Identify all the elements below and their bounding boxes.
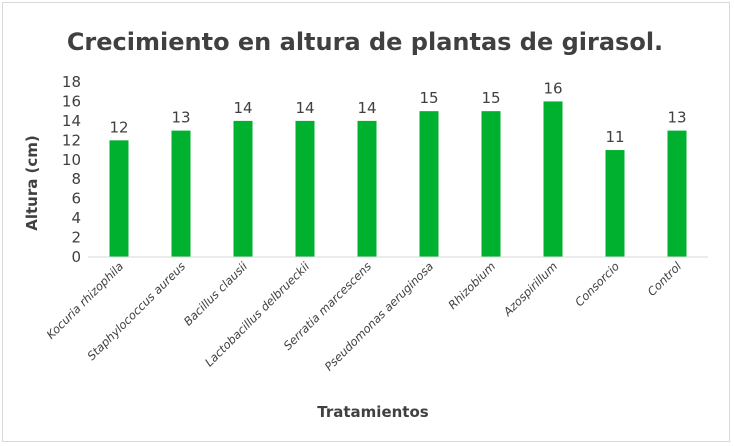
bar bbox=[543, 101, 563, 257]
x-tick-label: Control bbox=[645, 259, 685, 299]
y-tick-label: 12 bbox=[62, 131, 81, 149]
chart-area: Crecimiento en altura de plantas de gira… bbox=[2, 2, 730, 442]
data-label: 14 bbox=[295, 99, 314, 117]
bar bbox=[233, 120, 253, 257]
bar-chart: Crecimiento en altura de plantas de gira… bbox=[23, 28, 708, 421]
y-axis-title: Altura (cm) bbox=[23, 135, 41, 231]
bar bbox=[419, 111, 439, 258]
data-label: 12 bbox=[109, 118, 128, 136]
data-label: 16 bbox=[543, 79, 562, 97]
y-tick-label: 10 bbox=[62, 151, 81, 169]
y-tick-label: 6 bbox=[71, 190, 81, 208]
bars bbox=[109, 101, 687, 258]
bar bbox=[109, 140, 129, 257]
y-tick-label: 16 bbox=[62, 92, 81, 110]
y-tick-label: 8 bbox=[71, 170, 81, 188]
data-labels: 12 13 14 14 14 15 15 16 11 13 bbox=[109, 79, 686, 146]
y-tick-label: 4 bbox=[71, 209, 81, 227]
data-label: 14 bbox=[233, 99, 252, 117]
data-label: 13 bbox=[171, 109, 190, 127]
data-label: 15 bbox=[419, 89, 438, 107]
bar bbox=[357, 120, 377, 257]
data-label: 13 bbox=[667, 109, 686, 127]
bar bbox=[171, 130, 191, 257]
y-tick-label: 2 bbox=[71, 229, 81, 247]
bar bbox=[295, 120, 315, 257]
chart-title: Crecimiento en altura de plantas de gira… bbox=[67, 28, 663, 56]
y-tick-label: 14 bbox=[62, 112, 81, 130]
x-tick-label: Bacillus clausii bbox=[181, 259, 251, 329]
x-tick-label: Azospirillum bbox=[500, 259, 560, 319]
x-tick-label: Lactobacillus delbrueckii bbox=[202, 259, 313, 370]
y-tick-label: 18 bbox=[62, 73, 81, 91]
x-tick-label: Consorcio bbox=[572, 259, 622, 309]
x-tick-label: Rhizobium bbox=[445, 259, 498, 312]
bar bbox=[667, 130, 687, 257]
data-label: 14 bbox=[357, 99, 376, 117]
bar bbox=[481, 111, 501, 258]
x-axis-title: Tratamientos bbox=[317, 403, 428, 421]
x-tick-label: Pseudomonas aeruginosa bbox=[322, 259, 436, 373]
y-tick-label: 0 bbox=[71, 248, 81, 266]
data-label: 11 bbox=[605, 128, 624, 146]
data-label: 15 bbox=[481, 89, 500, 107]
bar bbox=[605, 150, 625, 257]
